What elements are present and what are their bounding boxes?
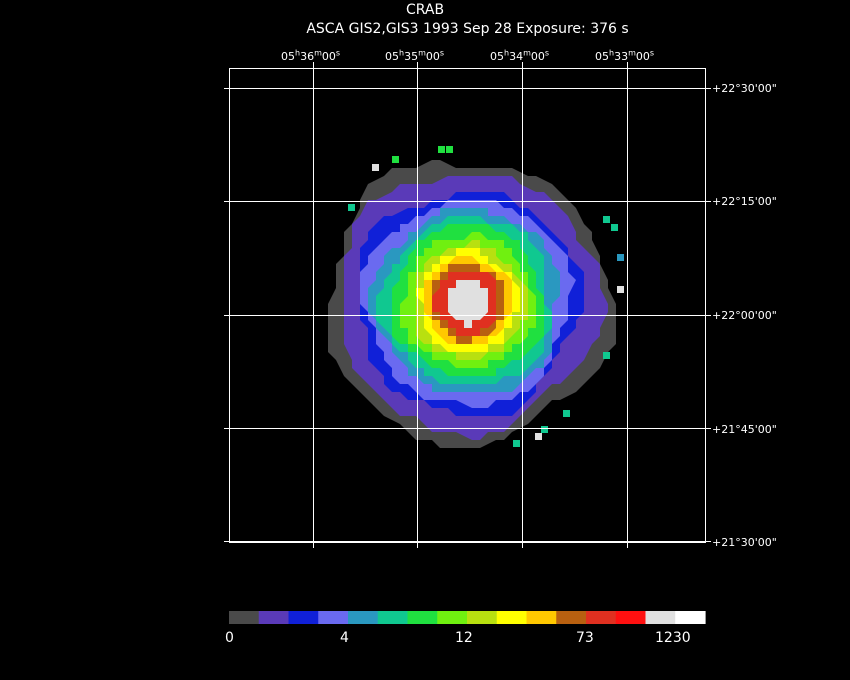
- edge-pixel: [348, 204, 355, 211]
- colorbar-swatch: [377, 611, 409, 624]
- edge-pixel: [611, 224, 618, 231]
- colorbar-swatch: [496, 611, 528, 624]
- edge-pixel: [617, 286, 624, 293]
- colorbar-swatch: [229, 611, 260, 624]
- colorbar-swatch: [645, 611, 676, 624]
- colorbar-swatch: [615, 611, 647, 624]
- ra-tick-label: 05h36m00s: [281, 48, 341, 63]
- edge-pixel: [446, 146, 453, 153]
- colorbar-swatch: [586, 611, 617, 624]
- colorbar-swatch: [556, 611, 587, 624]
- dec-tick-label: +22°30'00": [712, 82, 777, 95]
- colorbar-swatch: [318, 611, 349, 624]
- colorbar-swatch: [348, 611, 379, 624]
- edge-pixels: [348, 146, 624, 447]
- colorbar-swatch: [437, 611, 468, 624]
- dec-tick-label: +21°45'00": [712, 423, 777, 436]
- colorbar-swatch: [675, 611, 706, 624]
- colorbar-swatch: [467, 611, 498, 624]
- edge-pixel: [392, 156, 399, 163]
- colorbar-label: 1230: [655, 630, 691, 646]
- dec-tick-label: +22°00'00": [712, 309, 777, 322]
- edge-pixel: [563, 410, 570, 417]
- colorbar-swatch: [258, 611, 290, 624]
- edge-pixel: [617, 254, 624, 261]
- colorbar-swatch: [526, 611, 557, 624]
- dec-tick-label: +22°15'00": [712, 195, 777, 208]
- ra-tick-label: 05h34m00s: [490, 48, 550, 63]
- colorbar-label: 0: [225, 630, 234, 646]
- colorbar-swatch: [288, 611, 319, 624]
- observation-info: ASCA GIS2,GIS3 1993 Sep 28 Exposure: 376…: [306, 21, 629, 37]
- edge-pixel: [541, 426, 548, 433]
- edge-pixel: [603, 352, 610, 359]
- image-title: CRAB: [405, 2, 445, 18]
- edge-pixel: [438, 146, 445, 153]
- edge-pixel: [535, 433, 542, 440]
- colorbar-swatch: [407, 611, 438, 624]
- coordinate-grid: [224, 62, 711, 548]
- dec-tick-label: +21°30'00": [712, 536, 777, 549]
- colorbar: [229, 611, 706, 624]
- ra-tick-label: 05h35m00s: [385, 48, 445, 63]
- colorbar-label: 73: [576, 630, 594, 646]
- ra-tick-label: 05h33m00s: [595, 48, 655, 63]
- plot-frame: [229, 68, 706, 543]
- crab-emission-image: [328, 160, 616, 448]
- colorbar-label: 4: [340, 630, 349, 646]
- edge-pixel: [513, 440, 520, 447]
- colorbar-label: 12: [455, 630, 473, 646]
- edge-pixel: [372, 164, 379, 171]
- edge-pixel: [603, 216, 610, 223]
